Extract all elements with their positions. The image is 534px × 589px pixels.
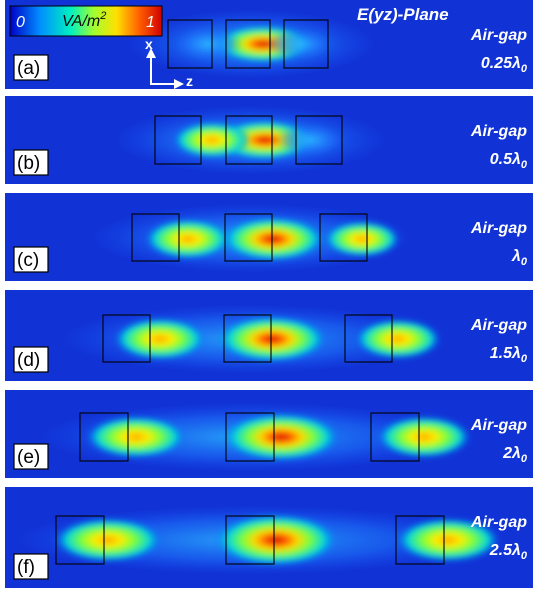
panel-label: (f) [17,557,35,578]
resonator-outline-3 [295,115,343,165]
airgap-title: Air-gap [470,123,527,140]
panel-label: (a) [17,58,40,79]
panel-label-box [13,346,49,373]
airgap-title: Air-gap [470,417,527,434]
field-hotspot-3 [377,416,471,458]
airgap-title: Air-gap [470,514,527,531]
panel-label-box [13,553,49,580]
field-hotspot-3 [266,29,334,59]
airgap-title: Air-gap [470,27,527,44]
field-panel-3: (c) Air-gap λ0 [5,193,533,281]
colorbar-max-label: 1 [146,14,155,31]
resonator-outline-3 [319,213,368,262]
panel-label-box [13,443,49,470]
resonator-outline-3 [395,515,445,565]
airgap-value: 0.25λ0 [481,55,528,75]
colorbar-unit-label: VA/m2 [62,10,106,30]
field-hotspot-1 [214,514,338,566]
resonator-outline-3 [370,412,420,462]
axis-label-z: z [186,73,193,89]
field-hotspot-3 [324,221,400,257]
field-hotspot-1 [222,413,340,461]
field-panel-1: (a) Air-gap 0.25λ0 [5,0,533,89]
airgap-title: Air-gap [470,317,527,334]
airgap-value: λ0 [511,248,528,268]
field-hotspot-2 [114,318,206,360]
resonator-outline-2 [225,19,271,69]
resonator-outline-2 [223,314,272,363]
field-panel-4: (d) Air-gap 1.5λ0 [5,290,533,381]
field-panel-2: (b) Air-gap 0.5λ0 [5,96,533,184]
airgap-value: 2λ0 [502,445,528,465]
panel-label: (d) [17,350,40,371]
field-hotspot-2 [145,219,231,259]
resonator-outline-1 [102,314,151,363]
field-hotspot-1 [217,316,327,362]
field-hotspot-3 [355,319,441,359]
panel-label-box [13,54,49,81]
field-hotspot-2 [173,122,251,158]
axis-indicator: x z [145,36,193,89]
resonator-outline-2 [225,515,275,565]
resonator-outline-1 [154,115,202,165]
panels-layer: (a) Air-gap 0.25λ0 (b) Air-gap 0.5λ0 (c) Air-ga… [5,0,533,588]
colorbar: 0 VA/m2 1 [9,5,163,37]
airgap-value: 0.5λ0 [490,151,528,171]
resonator-outline-1 [131,213,180,262]
resonator-outline-3 [283,19,329,69]
field-panel-6: (f) Air-gap 2.5λ0 [5,487,533,588]
field-hotspot-3 [276,124,344,156]
airgap-value: 1.5λ0 [490,345,528,365]
resonator-outline-1 [55,515,105,565]
field-hotspot-2 [174,28,242,60]
colorbar-unit-exponent: 2 [99,10,106,22]
plane-title: E(yz)-Plane [357,5,449,24]
panel-label: (c) [17,250,39,271]
field-hotspot-2 [86,416,186,458]
airgap-title: Air-gap [470,220,527,237]
resonator-outline-1 [79,412,129,462]
field-hotspot-2 [54,518,162,562]
field-hotspot-3 [396,518,500,562]
colorbar-unit-prefix: VA/m [62,13,100,30]
colorbar-min-label: 0 [16,14,25,31]
panel-label-box [13,246,49,273]
panel-label: (b) [17,153,40,174]
resonator-outline-2 [225,412,275,462]
field-hotspot-1 [221,217,325,261]
axis-label-x: x [145,36,153,52]
panel-label-box [13,149,49,176]
airgap-value: 2.5λ0 [489,542,528,562]
resonator-outline-2 [224,213,273,262]
panel-label: (e) [17,447,40,468]
field-panel-5: (e) Air-gap 2λ0 [5,390,533,478]
resonator-outline-1 [167,19,213,69]
resonator-outline-3 [344,314,393,363]
resonator-outline-2 [225,115,273,165]
